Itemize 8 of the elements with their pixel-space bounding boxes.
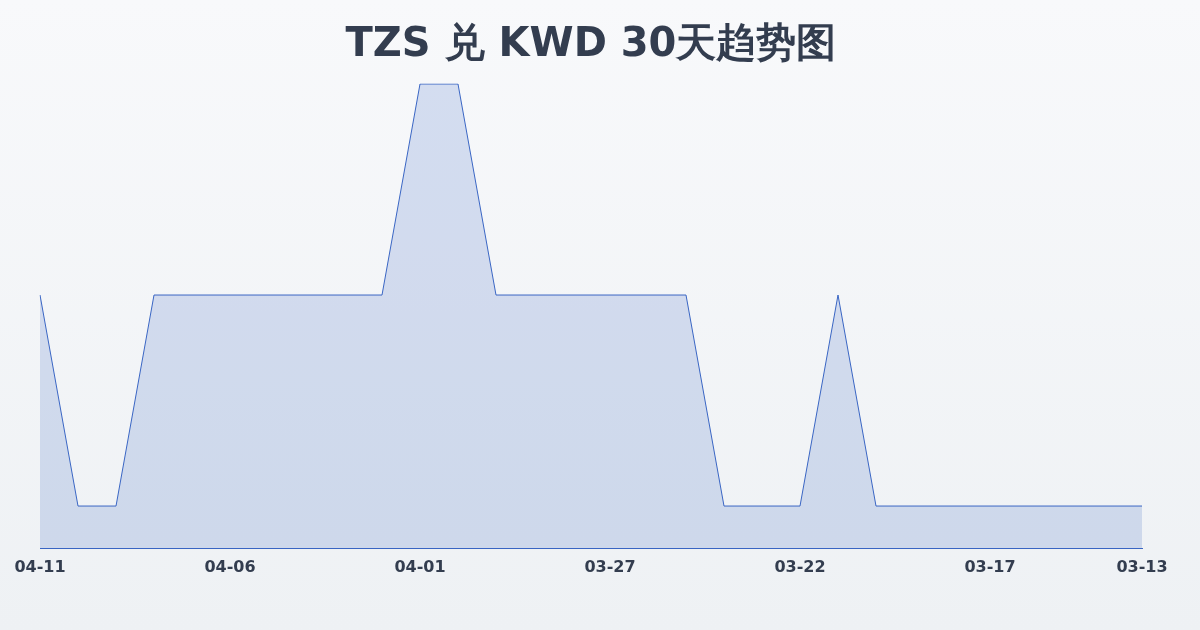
x-tick-label: 03-17 (964, 556, 1016, 576)
x-tick-label: 04-01 (394, 556, 446, 576)
x-tick-label: 03-13 (1116, 556, 1168, 576)
x-tick-label: 03-27 (584, 556, 636, 576)
x-tick-label: 04-11 (14, 556, 66, 576)
chart-title: TZS 兑 KWD 30天趋势图 (345, 19, 837, 66)
x-tick-label: 03-22 (774, 556, 826, 576)
x-tick-label: 04-06 (204, 556, 256, 576)
